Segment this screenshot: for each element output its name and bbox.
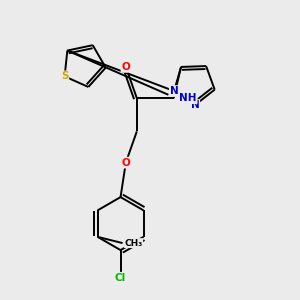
Text: N: N: [170, 86, 178, 96]
Text: O: O: [122, 62, 130, 72]
Text: Cl: Cl: [115, 273, 126, 283]
Text: S: S: [61, 71, 68, 81]
Text: NH: NH: [179, 93, 197, 103]
Text: CH₃: CH₃: [124, 238, 143, 247]
Text: N: N: [190, 100, 199, 110]
Text: O: O: [122, 158, 130, 168]
